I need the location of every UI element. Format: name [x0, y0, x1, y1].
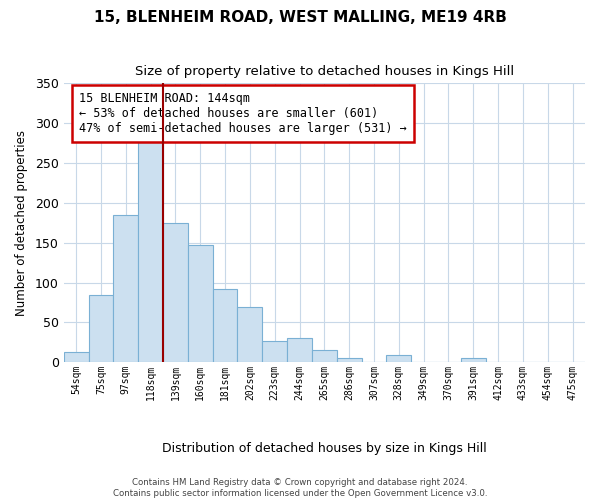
Bar — [163, 223, 188, 362]
Bar — [138, 131, 163, 362]
Bar — [113, 215, 138, 362]
Title: Size of property relative to detached houses in Kings Hill: Size of property relative to detached ho… — [135, 65, 514, 78]
Bar — [386, 355, 411, 362]
Bar — [461, 358, 486, 362]
X-axis label: Distribution of detached houses by size in Kings Hill: Distribution of detached houses by size … — [162, 442, 487, 455]
Y-axis label: Number of detached properties: Number of detached properties — [15, 130, 28, 316]
Bar — [312, 350, 337, 362]
Bar — [262, 341, 287, 362]
Text: 15, BLENHEIM ROAD, WEST MALLING, ME19 4RB: 15, BLENHEIM ROAD, WEST MALLING, ME19 4R… — [94, 10, 506, 25]
Bar — [337, 358, 362, 362]
Bar — [212, 289, 238, 362]
Text: Contains HM Land Registry data © Crown copyright and database right 2024.
Contai: Contains HM Land Registry data © Crown c… — [113, 478, 487, 498]
Text: 15 BLENHEIM ROAD: 144sqm
← 53% of detached houses are smaller (601)
47% of semi-: 15 BLENHEIM ROAD: 144sqm ← 53% of detach… — [79, 92, 407, 134]
Bar — [287, 338, 312, 362]
Bar — [238, 306, 262, 362]
Bar — [188, 245, 212, 362]
Bar — [64, 352, 89, 362]
Bar — [89, 294, 113, 362]
